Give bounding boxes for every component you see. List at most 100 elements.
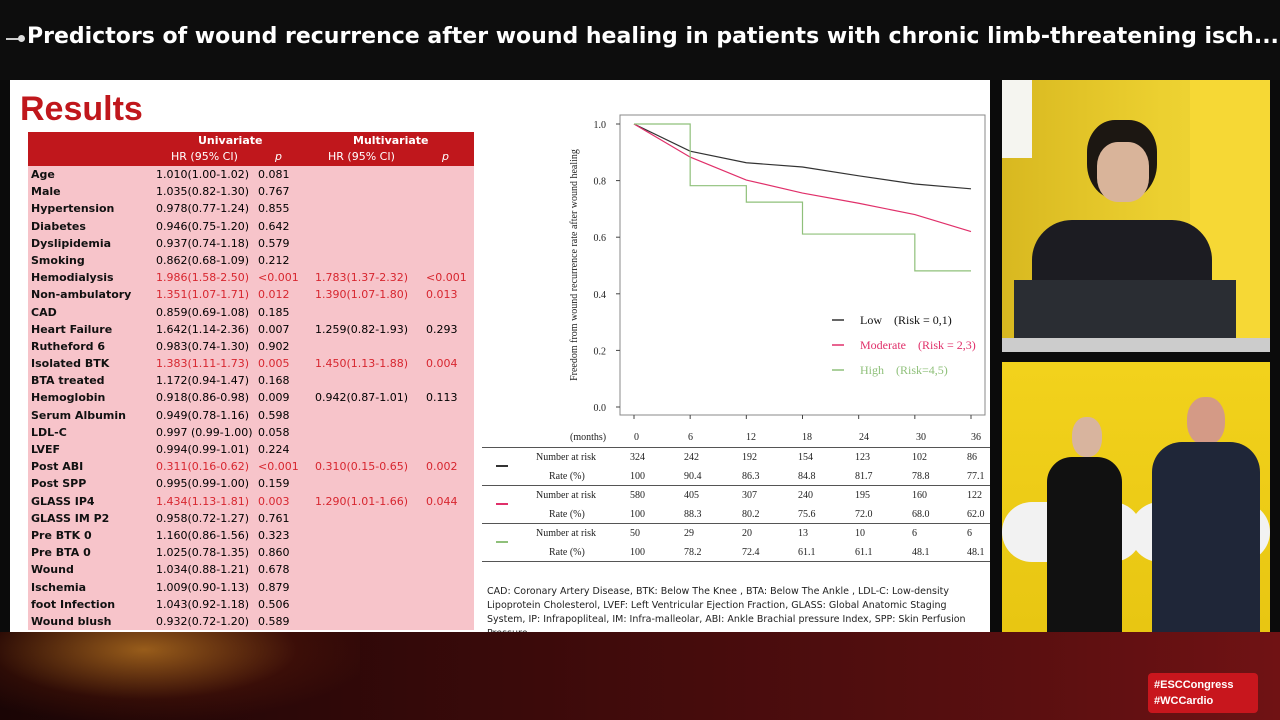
cell-name: Hemoglobin: [31, 391, 106, 405]
cell-name: Wound blush: [31, 614, 112, 628]
table-row: Diabetes 0.946(0.75-1.20) 0.642: [28, 218, 474, 235]
number-at-risk-value: 6: [967, 528, 972, 539]
cell-mhr: 1.259(0.82-1.93): [315, 322, 409, 336]
month-tick-label: 36: [971, 432, 981, 443]
cell-uhr: 1.025(0.78-1.35): [156, 546, 250, 560]
cell-up: 0.879: [258, 580, 290, 594]
cell-name: Non-ambulatory: [31, 288, 132, 302]
desk: [1002, 338, 1270, 352]
risk-divider: [482, 485, 990, 486]
cell-uhr: 0.997 (0.99-1.00): [156, 425, 253, 439]
number-at-risk-value: 324: [630, 452, 645, 463]
col-header: HR (95% CI): [171, 150, 238, 163]
cell-up: 0.902: [258, 339, 290, 353]
legend-label: Low (Risk = 0,1): [860, 313, 952, 327]
cell-up: 0.058: [258, 425, 290, 439]
rate-value: 78.8: [912, 471, 930, 482]
progress-indicator-icon: [6, 35, 25, 42]
rate-value: 72.4: [742, 547, 760, 558]
cell-up: <0.001: [258, 460, 299, 474]
cell-mp: <0.001: [426, 271, 467, 285]
cell-name: Heart Failure: [31, 322, 113, 336]
rate-value: 81.7: [855, 471, 873, 482]
decorative-glow: [0, 632, 360, 720]
cell-up: 0.589: [258, 614, 290, 628]
table-header: Univariate Multivariate HR (95% CI) p HR…: [28, 132, 474, 166]
cell-uhr: 1.035(0.82-1.30): [156, 185, 250, 199]
rate-label: Rate (%): [549, 471, 585, 482]
rate-label: Rate (%): [549, 547, 585, 558]
cell-name: Post SPP: [31, 477, 87, 491]
number-at-risk-value: 86: [967, 452, 977, 463]
presentation-slide: Results Univariate Multivariate HR (95% …: [10, 80, 990, 639]
cell-mhr: 0.942(0.87-1.01): [315, 391, 409, 405]
cell-uhr: 1.009(0.90-1.13): [156, 580, 250, 594]
cell-up: 0.761: [258, 511, 290, 525]
cell-up: 0.003: [258, 494, 290, 508]
number-at-risk-value: 192: [742, 452, 757, 463]
table-row: CAD 0.859(0.69-1.08) 0.185: [28, 304, 474, 321]
km-curve-low: [633, 123, 972, 190]
cell-up: 0.005: [258, 357, 290, 371]
cell-up: 0.012: [258, 288, 290, 302]
cell-up: 0.168: [258, 374, 290, 388]
video-title: Predictors of wound recurrence after wou…: [27, 24, 1279, 49]
table-row: Smoking 0.862(0.68-1.09) 0.212: [28, 252, 474, 269]
cell-name: Hemodialysis: [31, 271, 114, 285]
speaker-face: [1097, 142, 1149, 202]
rate-value: 88.3: [684, 509, 702, 520]
number-at-risk-value: 405: [684, 490, 699, 501]
cell-name: GLASS IM P2: [31, 511, 110, 525]
month-tick-label: 0: [634, 432, 639, 443]
multivariate-header: Multivariate: [353, 134, 429, 147]
table-row: Post SPP 0.995(0.99-1.00) 0.159: [28, 475, 474, 492]
cell-uhr: 0.937(0.74-1.18): [156, 236, 250, 250]
legend-label: Moderate (Risk = 2,3): [860, 338, 976, 352]
cell-uhr: 0.983(0.74-1.30): [156, 339, 250, 353]
cell-up: 0.642: [258, 219, 290, 233]
cell-name: Male: [31, 185, 61, 199]
risk-divider: [482, 523, 990, 524]
cell-up: 0.159: [258, 477, 290, 491]
cell-uhr: 1.351(1.07-1.71): [156, 288, 250, 302]
cell-mp: 0.044: [426, 494, 458, 508]
cell-name: Smoking: [31, 253, 85, 267]
month-tick-label: 6: [688, 432, 693, 443]
cell-mp: 0.002: [426, 460, 458, 474]
cell-up: 0.579: [258, 236, 290, 250]
cell-mhr: 0.310(0.15-0.65): [315, 460, 409, 474]
risk-group-swatch: [496, 465, 508, 467]
cell-uhr: 0.859(0.69-1.08): [156, 305, 250, 319]
screen-edge: [1002, 80, 1032, 158]
table-row: Hypertension 0.978(0.77-1.24) 0.855: [28, 200, 474, 217]
rate-value: 77.1: [967, 471, 985, 482]
cell-name: Rutheford 6: [31, 339, 105, 353]
cell-uhr: 0.946(0.75-1.20): [156, 219, 250, 233]
panel-video: [1002, 362, 1270, 632]
table-row: Serum Albumin 0.949(0.78-1.16) 0.598: [28, 407, 474, 424]
month-tick-label: 18: [802, 432, 812, 443]
table-row: GLASS IP4 1.434(1.13-1.81) 0.003 1.290(1.01…: [28, 493, 474, 510]
y-axis-label: Freedom from wound recurrence rate after…: [569, 149, 580, 381]
cell-up: 0.212: [258, 253, 290, 267]
panelist-1-body: [1047, 457, 1122, 632]
y-tick-label: 1.0: [594, 120, 607, 131]
rate-value: 100: [630, 547, 645, 558]
number-at-risk-label: Number at risk: [536, 490, 596, 501]
cell-name: Ischemia: [31, 580, 87, 594]
hashtag: #ESCCongress: [1154, 679, 1234, 691]
risk-table: (months) 0 6 12 18 24 30 36 Number at risk Rate (…: [482, 428, 990, 563]
table-row: Non-ambulatory 1.351(1.07-1.71) 0.012 1.390…: [28, 286, 474, 303]
number-at-risk-value: 242: [684, 452, 699, 463]
table-row: Male 1.035(0.82-1.30) 0.767: [28, 183, 474, 200]
cell-mp: 0.293: [426, 322, 458, 336]
cell-up: 0.224: [258, 443, 290, 456]
y-tick-label: 0.8: [594, 177, 607, 188]
cox-regression-table: Univariate Multivariate HR (95% CI) p HR…: [28, 132, 474, 630]
table-row: Hemoglobin 0.918(0.86-0.98) 0.009 0.942(0.8…: [28, 389, 474, 406]
col-header: HR (95% CI): [328, 150, 395, 163]
cell-up: 0.678: [258, 563, 290, 577]
cell-up: 0.855: [258, 202, 290, 216]
table-row: GLASS IM P2 0.958(0.72-1.27) 0.761: [28, 510, 474, 527]
rate-value: 68.0: [912, 509, 930, 520]
